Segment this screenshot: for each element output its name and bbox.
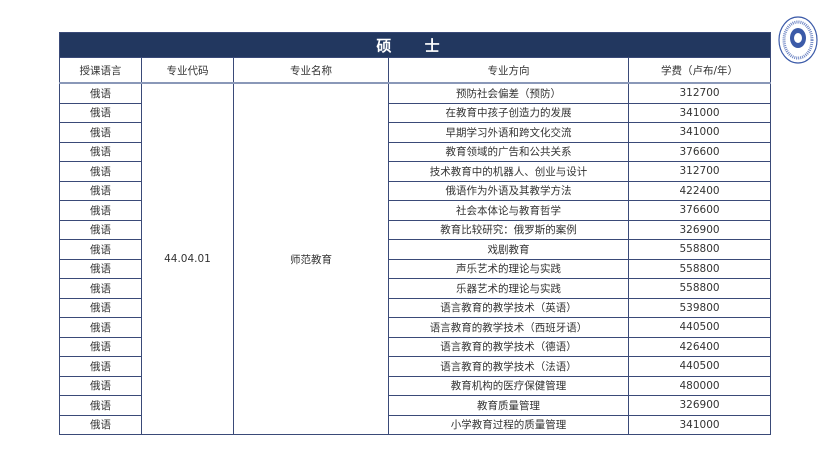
language-cell: 俄语 <box>59 278 142 299</box>
fee-cell: 376600 <box>627 200 772 221</box>
direction-cell: 语言教育的教学技术（西班牙语） <box>388 317 629 338</box>
language-cell: 俄语 <box>59 122 142 143</box>
direction-cell: 教育领域的广告和公共关系 <box>388 141 629 162</box>
fee-cell: 376600 <box>627 141 772 162</box>
direction-cell: 早期学习外语和跨文化交流 <box>388 122 629 143</box>
language-cell: 俄语 <box>59 180 142 201</box>
table-row: 俄语 在教育中孩子创造力的发展 341000 <box>59 102 772 123</box>
direction-cell: 技术教育中的机器人、创业与设计 <box>388 161 629 182</box>
table-row: 俄语 44.04.01 师范教育 预防社会偏差（预防） 312700 <box>59 82 772 435</box>
header-language: 授课语言 <box>59 57 142 84</box>
direction-cell: 小学教育过程的质量管理 <box>388 414 629 435</box>
direction-cell: 乐器艺术的理论与实践 <box>388 278 629 299</box>
language-cell: 俄语 <box>59 414 142 435</box>
table-row: 俄语 乐器艺术的理论与实践 558800 <box>59 278 772 299</box>
table-row: 俄语 教育机构的医疗保健管理 480000 <box>59 375 772 396</box>
fee-cell: 480000 <box>627 375 772 396</box>
table-title: 硕 士 <box>58 32 772 58</box>
language-cell: 俄语 <box>59 297 142 318</box>
fee-cell: 558800 <box>627 258 772 279</box>
fee-cell: 312700 <box>627 161 772 182</box>
language-cell: 俄语 <box>59 375 142 396</box>
table-row: 俄语 语言教育的教学技术（德语） 426400 <box>59 336 772 357</box>
table-row: 俄语 教育质量管理 326900 <box>59 395 772 416</box>
language-cell: 俄语 <box>59 102 142 123</box>
direction-cell: 教育质量管理 <box>388 395 629 416</box>
table-row: 俄语 社会本体论与教育哲学 376600 <box>59 200 772 221</box>
language-cell: 俄语 <box>59 82 142 104</box>
fee-cell: 558800 <box>627 239 772 260</box>
fee-cell: 341000 <box>627 414 772 435</box>
fee-cell: 312700 <box>627 82 772 104</box>
fee-cell: 426400 <box>627 336 772 357</box>
table-row: 俄语 声乐艺术的理论与实践 558800 <box>59 258 772 279</box>
university-seal-logo <box>778 16 818 64</box>
language-cell: 俄语 <box>59 239 142 260</box>
fee-cell: 558800 <box>627 278 772 299</box>
direction-cell: 声乐艺术的理论与实践 <box>388 258 629 279</box>
direction-cell: 社会本体论与教育哲学 <box>388 200 629 221</box>
direction-cell: 戏剧教育 <box>388 239 629 260</box>
fee-cell: 422400 <box>627 180 772 201</box>
direction-cell: 语言教育的教学技术（法语） <box>388 356 629 377</box>
header-program: 专业名称 <box>233 57 389 84</box>
language-cell: 俄语 <box>59 258 142 279</box>
language-cell: 俄语 <box>59 141 142 162</box>
language-cell: 俄语 <box>59 336 142 357</box>
table-row: 俄语 语言教育的教学技术（西班牙语） 440500 <box>59 317 772 338</box>
direction-cell: 教育机构的医疗保健管理 <box>388 375 629 396</box>
language-cell: 俄语 <box>59 219 142 240</box>
header-fee: 学费（卢布/年） <box>627 57 772 84</box>
language-cell: 俄语 <box>59 356 142 377</box>
direction-cell: 俄语作为外语及其教学方法 <box>388 180 629 201</box>
header-direction: 专业方向 <box>388 57 629 84</box>
fee-cell: 539800 <box>627 297 772 318</box>
fee-cell: 440500 <box>627 317 772 338</box>
fee-cell: 341000 <box>627 122 772 143</box>
table-row: 俄语 小学教育过程的质量管理 341000 <box>59 414 772 435</box>
direction-cell: 教育比较研究：俄罗斯的案例 <box>388 219 629 240</box>
program-name-cell: 师范教育 <box>233 82 389 435</box>
table-row: 俄语 早期学习外语和跨文化交流 341000 <box>59 122 772 143</box>
direction-cell: 在教育中孩子创造力的发展 <box>388 102 629 123</box>
direction-cell: 语言教育的教学技术（英语） <box>388 297 629 318</box>
table-row: 俄语 俄语作为外语及其教学方法 422400 <box>59 180 772 201</box>
direction-cell: 语言教育的教学技术（德语） <box>388 336 629 357</box>
fee-cell: 341000 <box>627 102 772 123</box>
fee-cell: 326900 <box>627 219 772 240</box>
fee-cell: 440500 <box>627 356 772 377</box>
language-cell: 俄语 <box>59 161 142 182</box>
language-cell: 俄语 <box>59 395 142 416</box>
fee-cell: 326900 <box>627 395 772 416</box>
language-cell: 俄语 <box>59 317 142 338</box>
direction-cell: 预防社会偏差（预防） <box>388 82 629 104</box>
table-row: 俄语 语言教育的教学技术（英语） 539800 <box>59 297 772 318</box>
masters-programs-table: 硕 士 授课语言 专业代码 专业名称 专业方向 学费（卢布/年） 俄语 44.04… <box>58 32 772 435</box>
header-code: 专业代码 <box>141 57 234 84</box>
language-cell: 俄语 <box>59 200 142 221</box>
header-row: 授课语言 专业代码 专业名称 专业方向 学费（卢布/年） <box>59 57 772 84</box>
table-row: 俄语 技术教育中的机器人、创业与设计 312700 <box>59 161 772 182</box>
program-code-cell: 44.04.01 <box>141 82 234 435</box>
